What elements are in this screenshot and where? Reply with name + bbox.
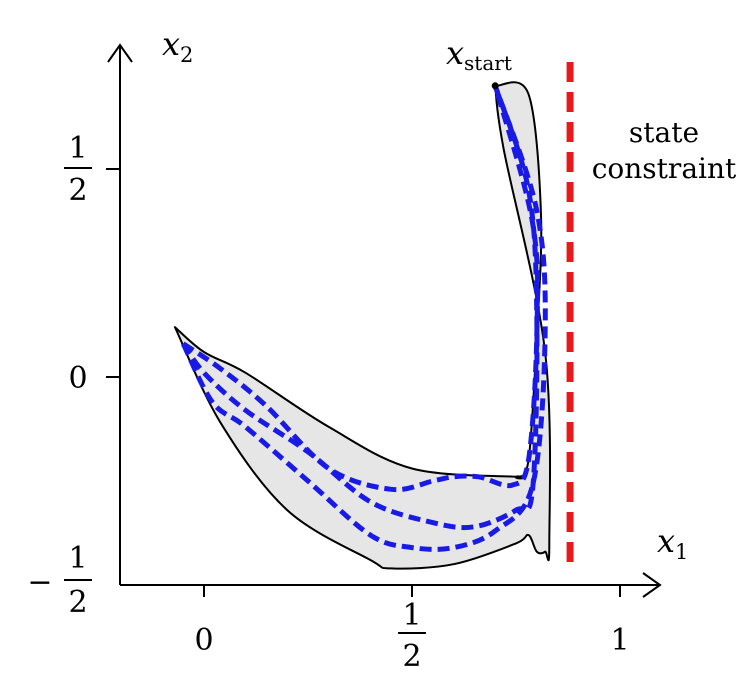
y-tick-label-0: 0 <box>68 361 87 396</box>
y-axis-label-subscript: 2 <box>180 43 193 67</box>
x-axis-arrowhead <box>642 572 662 598</box>
y-axis-arrowhead <box>107 43 133 63</box>
x-tick-half-denominator: 2 <box>402 639 421 674</box>
y-tick-half-numerator: 1 <box>68 131 87 166</box>
trajectory-3 <box>180 85 548 552</box>
x-axis-label: x1 <box>657 522 688 564</box>
y-tick-neg-half-sign: − <box>27 565 52 600</box>
start-point-marker <box>491 82 499 90</box>
x-tick-label-0: 0 <box>194 623 213 658</box>
constraint-label-line1: state <box>629 116 699 149</box>
start-label: xstart <box>446 34 512 75</box>
y-tick-neg-half-numerator: 1 <box>68 541 87 576</box>
x-tick-label-half: 1 2 <box>398 598 426 674</box>
reachable-tube-region <box>173 81 552 570</box>
trajectory-group <box>180 85 548 552</box>
y-axis-label: x2 <box>162 25 193 67</box>
constraint-label-line2: constraint <box>592 152 737 185</box>
y-tick-half-denominator: 2 <box>68 173 87 208</box>
trajectory-2 <box>181 85 540 531</box>
axes <box>107 43 662 598</box>
start-label-subscript: start <box>464 51 512 75</box>
y-tick-label-half: 1 2 <box>64 131 92 208</box>
x-tick-label-1: 1 <box>610 623 629 658</box>
x-axis-label-subscript: 1 <box>675 540 688 564</box>
tick-marks <box>106 168 621 597</box>
trajectory-1 <box>181 85 541 493</box>
x-tick-half-numerator: 1 <box>402 598 421 633</box>
y-tick-neg-half-denominator: 2 <box>68 585 87 620</box>
y-tick-label-neg-half: − 1 2 <box>27 541 92 620</box>
